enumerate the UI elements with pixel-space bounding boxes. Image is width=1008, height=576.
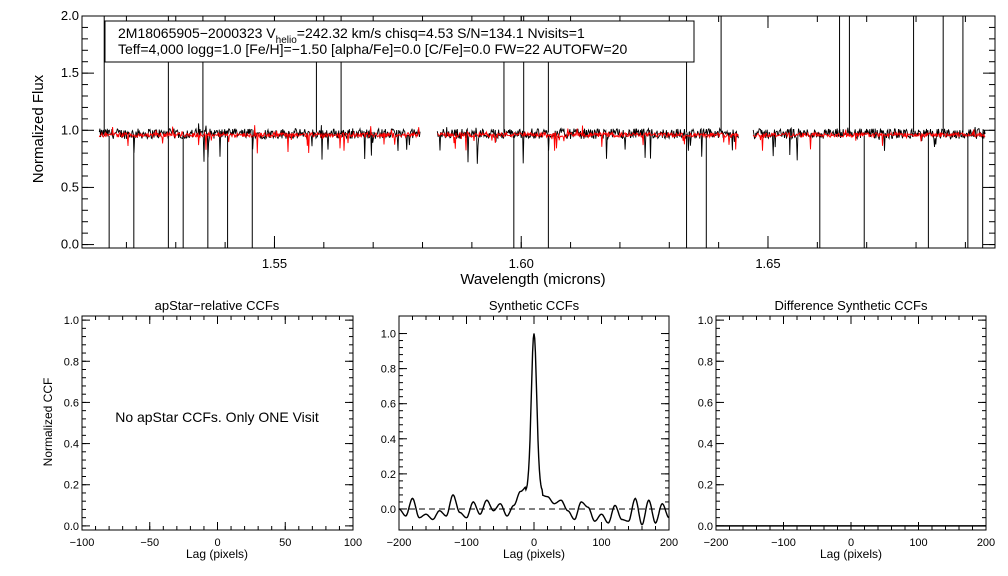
synthetic-ccf-panel: −200 −100 0 100 200 0.0 0.2 0.4 0.6 0.8 1.0 Synthe… [381,298,678,561]
apstar-ccf-x-axis-title: Lag (pixels) [186,547,248,561]
spectrum-series-model [98,125,986,154]
difference-ccf-x-tick-label: 0 [848,537,854,549]
apstar-ccf-x-tick-label: −50 [140,537,159,549]
info-box-frame [104,20,695,63]
spectrum-x-tick-label: 1.65 [755,256,780,271]
difference-ccf-title: Difference Synthetic CCFs [775,298,928,313]
apstar-ccf-frame [81,315,354,531]
spectrum-x-axis-title: Wavelength (microns) [460,271,605,288]
info-line-1-b: =242.32 km/s chisq=4.53 S/N=134.1 Nvisit… [297,25,585,41]
synthetic-ccf-x-tick-label: −100 [454,537,479,549]
difference-ccf-x-tick-label: 100 [909,537,927,549]
difference-ccf-y-tick-label: 0.8 [698,356,713,368]
apstar-ccf-y-tick-label: 0.0 [64,521,79,533]
difference-ccf-ticks: −200 −100 0 100 200 0.0 0.2 0.4 0.6 0.8 1.0 [698,315,995,549]
synthetic-ccf-x-tick-label: 200 [660,537,678,549]
spectrum-y-tick-label: 2.0 [61,8,79,23]
difference-ccf-x-tick-label: −100 [771,537,796,549]
apstar-ccf-y-tick-label: 0.6 [64,397,79,409]
spectrum-y-tick-label: 0.0 [61,237,79,252]
synthetic-ccf-frame [398,315,670,531]
info-line-1-a: 2M18065905−2000323 V [118,25,276,41]
difference-ccf-x-tick-label: −200 [704,537,729,549]
info-line-1: 2M18065905−2000323 Vhelio=242.32 km/s ch… [118,25,585,46]
spectrum-y-tick-label: 0.5 [61,179,79,194]
apstar-ccf-y-axis-title: Normalized CCF [41,378,55,467]
difference-ccf-frame [715,315,987,531]
spectrum-y-tick-label: 1.0 [61,122,79,137]
info-line-1-sub: helio [276,35,298,46]
synthetic-ccf-y-tick-label: 0.2 [381,469,396,481]
spectrum-y-axis-title: Normalized Flux [30,74,47,183]
synthetic-ccf-ticks: −200 −100 0 100 200 0.0 0.2 0.4 0.6 0.8 1.0 [381,316,678,549]
apstar-ccf-x-tick-label: 50 [279,537,291,549]
difference-ccf-y-tick-label: 0.2 [698,480,713,492]
synthetic-ccf-x-axis-title: Lag (pixels) [503,547,565,561]
difference-ccf-y-tick-label: 1.0 [698,315,713,327]
apstar-ccf-y-tick-label: 0.4 [64,439,79,451]
synthetic-ccf-line [398,333,670,526]
synthetic-ccf-x-tick-label: 100 [592,537,610,549]
apstar-ccf-y-tick-label: 0.2 [64,480,79,492]
apstar-ccf-x-tick-label: 100 [344,537,362,549]
difference-ccf-panel: −200 −100 0 100 200 0.0 0.2 0.4 0.6 0.8 1.0 Differ… [698,298,995,561]
synthetic-ccf-title: Synthetic CCFs [489,298,580,313]
synthetic-ccf-y-tick-label: 1.0 [381,329,396,341]
synthetic-ccf-y-tick-label: 0.4 [381,434,396,446]
apstar-ccf-y-tick-label: 1.0 [64,315,79,327]
info-box: 2M18065905−2000323 Vhelio=242.32 km/s ch… [104,20,695,63]
apstar-ccf-message: No apStar CCFs. Only ONE Visit [115,409,319,425]
spectrum-y-tick-label: 1.5 [61,65,79,80]
apstar-ccf-x-tick-label: 0 [214,537,220,549]
apstar-ccf-x-tick-label: −100 [70,537,95,549]
spectrum-frame [81,15,996,249]
apstar-ccf-title: apStar−relative CCFs [155,298,280,313]
spectrum-ticks: 1.55 1.60 1.65 0.0 0.5 1.0 1.5 2.0 [61,8,995,271]
difference-ccf-y-tick-label: 0.6 [698,397,713,409]
difference-ccf-y-tick-label: 0.0 [698,521,713,533]
difference-ccf-x-tick-label: 200 [977,537,995,549]
synthetic-ccf-x-tick-label: −200 [387,537,412,549]
spectrum-panel: 1.55 1.60 1.65 0.0 0.5 1.0 1.5 2.0 2M18065905−2… [30,8,996,288]
synthetic-ccf-y-tick-label: 0.8 [381,364,396,376]
synthetic-ccf-y-tick-label: 0.0 [381,504,396,516]
synthetic-ccf-x-tick-label: 0 [531,537,537,549]
synthetic-ccf-y-tick-label: 0.6 [381,399,396,411]
difference-ccf-x-axis-title: Lag (pixels) [820,547,882,561]
spectrum-x-tick-label: 1.55 [262,256,287,271]
spectrum-x-tick-label: 1.60 [509,256,534,271]
apstar-ccf-panel: −100 −50 0 50 100 0.0 0.2 0.4 0.6 0.8 1.0 apStar−r… [41,298,362,561]
difference-ccf-y-tick-label: 0.4 [698,439,713,451]
apstar-ccf-y-tick-label: 0.8 [64,356,79,368]
spectrum-data [98,123,986,164]
info-line-2: Teff=4,000 logg=1.0 [Fe/H]=−1.50 [alpha/… [118,41,627,57]
